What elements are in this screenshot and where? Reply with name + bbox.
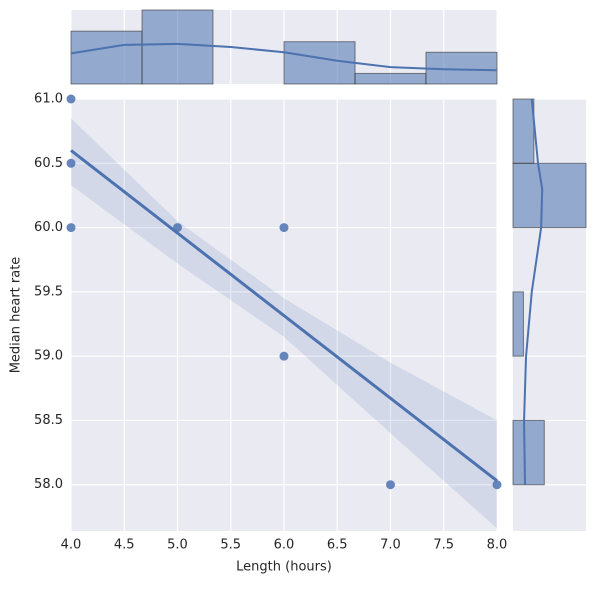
point <box>66 223 76 233</box>
point <box>66 94 76 104</box>
y-tick-label: 58.5 <box>34 413 63 428</box>
y-tick-label: 60.0 <box>34 220 63 235</box>
confidence-band <box>71 118 497 529</box>
x-tick-label: 8.0 <box>487 538 508 553</box>
point <box>492 480 502 490</box>
kde-line <box>523 98 544 485</box>
x-tick-label: 4.0 <box>61 538 82 553</box>
x-tick-label: 6.5 <box>327 538 348 553</box>
point <box>386 480 395 490</box>
histogram-bar <box>512 419 545 486</box>
y-tick-label: 60.5 <box>34 156 63 171</box>
point <box>66 158 76 168</box>
y-tick-label: 58.0 <box>34 477 63 492</box>
histogram-bar <box>283 41 356 85</box>
histogram-bar <box>512 162 587 229</box>
y-tick-label: 59.0 <box>34 349 63 364</box>
x-tick-label: 4.5 <box>114 538 135 553</box>
x-tick-label: 7.5 <box>433 538 454 553</box>
histogram-bar <box>70 30 143 85</box>
x-tick-label: 5.5 <box>220 538 241 553</box>
y-tick-label: 61.0 <box>34 92 63 107</box>
histogram-bar <box>141 9 214 85</box>
y-tick-label: 59.5 <box>34 284 63 299</box>
x-axis-label: Length (hours) <box>236 560 332 575</box>
x-tick-label: 6.0 <box>274 538 295 553</box>
histogram-bar <box>512 98 535 164</box>
x-tick-label: 5.0 <box>167 538 188 553</box>
histogram-bar <box>512 291 524 357</box>
histogram-bar <box>354 72 427 85</box>
point <box>279 223 289 233</box>
point <box>279 351 289 361</box>
regression-line <box>70 149 498 483</box>
y-axis-label: Median heart rate <box>9 257 24 374</box>
x-tick-label: 7.0 <box>380 538 401 553</box>
kde-line <box>70 42 498 72</box>
